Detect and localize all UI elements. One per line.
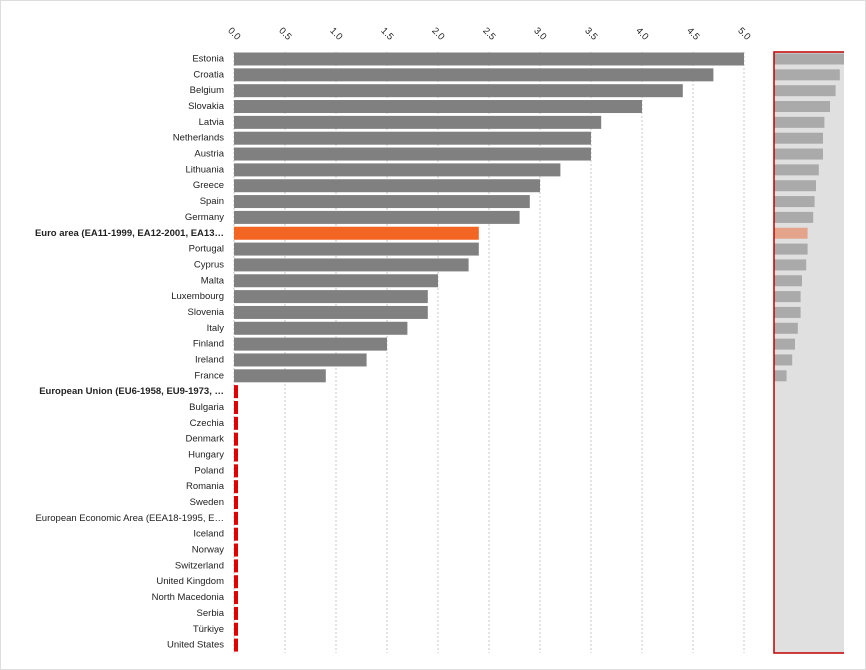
y-tick-label: Lithuania xyxy=(185,164,224,175)
bar xyxy=(234,290,428,304)
y-tick-label: Italy xyxy=(207,323,225,334)
y-tick-label: Denmark xyxy=(185,434,224,445)
y-tick-label: Germany xyxy=(185,212,224,223)
y-tick-label: Switzerland xyxy=(175,560,224,571)
missing-marker xyxy=(234,496,238,510)
bar xyxy=(234,163,561,177)
missing-marker xyxy=(234,622,238,636)
missing-marker xyxy=(234,432,238,446)
missing-marker xyxy=(234,559,238,573)
overview-bar xyxy=(774,196,815,208)
y-tick-label: Estonia xyxy=(192,54,224,65)
overview-bar xyxy=(774,243,808,255)
bar xyxy=(234,115,602,129)
bar xyxy=(234,226,479,240)
overview-bar xyxy=(774,370,787,382)
y-tick-label: Latvia xyxy=(199,117,225,128)
y-tick-label: Malta xyxy=(201,275,225,286)
missing-marker xyxy=(234,591,238,605)
missing-marker xyxy=(234,464,238,478)
bar xyxy=(234,52,744,66)
y-tick-label: Norway xyxy=(192,545,224,556)
bar xyxy=(234,179,540,193)
overview-bar xyxy=(774,53,844,65)
bar xyxy=(234,131,591,145)
bar xyxy=(234,84,683,98)
bar xyxy=(234,369,326,383)
missing-marker xyxy=(234,527,238,541)
y-tick-label: Slovakia xyxy=(188,101,225,112)
y-tick-label: Belgium xyxy=(190,85,224,96)
y-tick-label: Netherlands xyxy=(173,133,224,144)
y-tick-label: Portugal xyxy=(189,244,224,255)
overview-window xyxy=(773,51,844,654)
y-tick-label: United Kingdom xyxy=(156,576,224,587)
overview-bar xyxy=(774,85,836,97)
overview-bar xyxy=(774,132,823,144)
y-tick-label: Cyprus xyxy=(194,259,224,270)
bar xyxy=(234,337,387,351)
y-tick-label: Türkiye xyxy=(193,624,224,635)
missing-marker xyxy=(234,480,238,494)
y-tick-label: European Economic Area (EEA18-1995, E… xyxy=(35,513,224,524)
overview-bar xyxy=(774,354,793,366)
bar xyxy=(234,147,591,161)
y-tick-label: North Macedonia xyxy=(152,592,225,603)
y-tick-label: Ireland xyxy=(195,354,224,365)
bar xyxy=(234,274,438,288)
bar xyxy=(234,321,408,335)
y-tick-label: Finland xyxy=(193,339,224,350)
overview-bar xyxy=(774,180,816,192)
missing-marker xyxy=(234,400,238,414)
y-tick-label: Romania xyxy=(186,481,225,492)
bar xyxy=(234,258,469,272)
y-tick-label: United States xyxy=(167,640,224,651)
y-tick-label: Poland xyxy=(194,465,224,476)
y-tick-label: Croatia xyxy=(193,69,224,80)
y-tick-label: European Union (EU6-1958, EU9-1973, … xyxy=(39,386,224,397)
bar xyxy=(234,210,520,224)
y-tick-label: Bulgaria xyxy=(189,402,225,413)
bar xyxy=(234,100,642,114)
missing-marker xyxy=(234,638,238,652)
overview-bar xyxy=(774,116,825,128)
y-tick-label: Sweden xyxy=(190,497,224,508)
y-tick-label: Austria xyxy=(194,149,224,160)
missing-marker xyxy=(234,606,238,620)
missing-marker xyxy=(234,511,238,525)
overview-bar xyxy=(774,227,808,239)
overview-bar xyxy=(774,259,807,271)
missing-marker xyxy=(234,385,238,399)
y-tick-label: Czechia xyxy=(190,418,225,429)
y-tick-label: Hungary xyxy=(188,450,224,461)
y-tick-label: Spain xyxy=(200,196,224,207)
overview-bar xyxy=(774,101,830,113)
bar xyxy=(234,305,428,319)
overview-bar xyxy=(774,275,802,287)
bar xyxy=(234,242,479,256)
bar xyxy=(234,195,530,209)
y-tick-label: Slovenia xyxy=(188,307,225,318)
overview-bar xyxy=(774,69,840,81)
bar xyxy=(234,353,367,367)
missing-marker xyxy=(234,543,238,557)
y-tick-label: Greece xyxy=(193,180,224,191)
overview-bar xyxy=(774,306,801,318)
y-tick-label: Serbia xyxy=(197,608,225,619)
missing-marker xyxy=(234,416,238,430)
y-tick-label: Iceland xyxy=(193,529,224,540)
overview-bar xyxy=(774,148,823,160)
y-tick-label: Euro area (EA11-1999, EA12-2001, EA13… xyxy=(35,228,224,239)
overview-bar xyxy=(774,211,814,223)
overview-bar xyxy=(774,291,801,303)
y-tick-label: France xyxy=(194,370,224,381)
missing-marker xyxy=(234,575,238,589)
y-tick-label: Luxembourg xyxy=(171,291,224,302)
bar xyxy=(234,68,714,82)
overview-bar xyxy=(774,164,819,176)
overview-bar xyxy=(774,338,795,350)
missing-marker xyxy=(234,448,238,462)
overview-bar xyxy=(774,322,798,334)
